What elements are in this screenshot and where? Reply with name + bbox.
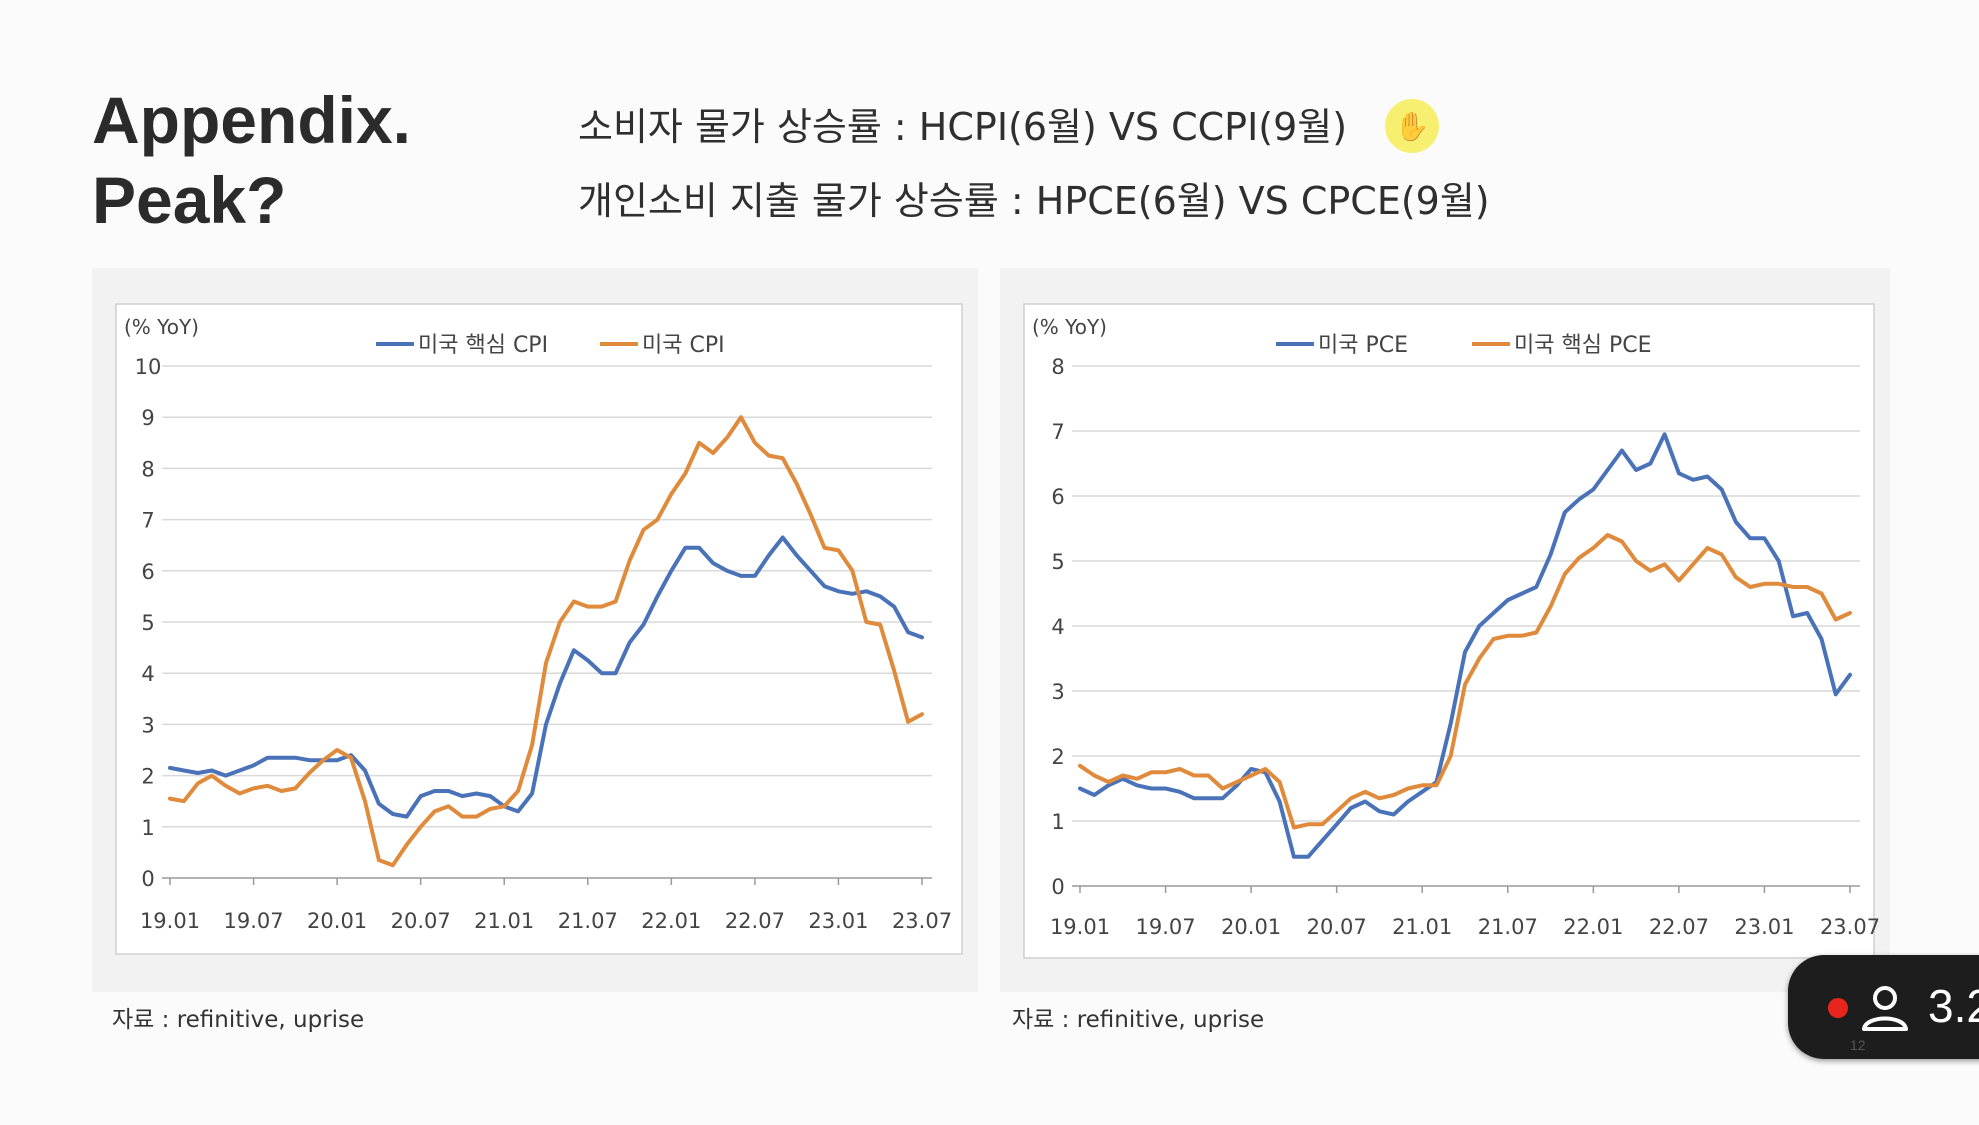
x-tick-label: 21.01 bbox=[1392, 915, 1452, 939]
page-number: 12 bbox=[1850, 1037, 1866, 1053]
y-tick-label: 10 bbox=[135, 355, 162, 379]
x-tick-label: 21.07 bbox=[558, 909, 618, 933]
y-tick-label: 2 bbox=[141, 765, 154, 789]
y-tick-label: 4 bbox=[141, 662, 154, 686]
series-line bbox=[1078, 533, 1852, 830]
subtitle-cpi: 소비자 물가 상승률 : HCPI(6월) VS CCPI(9월) bbox=[578, 105, 1348, 149]
x-tick-label: 21.07 bbox=[1478, 915, 1538, 939]
series-line bbox=[168, 535, 924, 819]
subtitle-pce: 개인소비 지출 물가 상승률 : HPCE(6월) VS CPCE(9월) bbox=[578, 179, 1490, 223]
record-dot-icon bbox=[1828, 998, 1848, 1018]
x-tick-label: 23.07 bbox=[892, 909, 952, 933]
series-line bbox=[168, 415, 924, 868]
x-tick-label: 22.07 bbox=[725, 909, 785, 933]
slide-title: Appendix. Peak? bbox=[92, 80, 411, 240]
y-tick-label: 5 bbox=[1051, 550, 1064, 574]
hand-cursor-icon: ✋ bbox=[1385, 99, 1439, 153]
participant-count: 3.2 bbox=[1928, 980, 1979, 1032]
x-tick-label: 20.01 bbox=[1221, 915, 1281, 939]
cpi-chart: 0 1 2 3 4 5 6 7 8 9 10 19.01 19.07 20.01 20.07 21.01 21.… bbox=[115, 303, 963, 955]
y-tick-label: 7 bbox=[141, 509, 154, 533]
x-tick-label: 23.07 bbox=[1820, 915, 1880, 939]
x-tick-label: 20.01 bbox=[307, 909, 367, 933]
x-tick-label: 22.01 bbox=[641, 909, 701, 933]
person-icon bbox=[1862, 986, 1908, 1031]
x-tick-label: 19.01 bbox=[140, 909, 200, 933]
x-tick-label: 23.01 bbox=[1734, 915, 1794, 939]
pce-chart: 0 1 2 3 4 5 6 7 8 19.01 19.07 20.01 20.07 21.01 21.07 2… bbox=[1023, 303, 1880, 959]
plot-frame bbox=[1023, 303, 1875, 959]
series-line bbox=[1078, 432, 1852, 859]
y-tick-label: 9 bbox=[141, 406, 154, 430]
legend-label: 미국 핵심 CPI bbox=[418, 333, 548, 358]
y-tick-label: 0 bbox=[1051, 875, 1064, 899]
y-tick-label: 6 bbox=[141, 560, 154, 584]
legend-label: 미국 핵심 PCE bbox=[1514, 333, 1651, 358]
plot-frame bbox=[115, 303, 963, 955]
legend-label: 미국 PCE bbox=[1318, 333, 1408, 358]
x-tick-label: 21.01 bbox=[474, 909, 534, 933]
y-tick-label: 7 bbox=[1051, 420, 1064, 444]
source-note-left: 자료 : refinitive, uprise bbox=[112, 1007, 365, 1033]
x-tick-label: 20.07 bbox=[391, 909, 451, 933]
x-tick-label: 23.01 bbox=[808, 909, 868, 933]
y-tick-label: 0 bbox=[141, 867, 154, 891]
slide-title-line2: Peak? bbox=[92, 163, 287, 237]
y-tick-label: 1 bbox=[1051, 810, 1064, 834]
y-tick-label: 8 bbox=[141, 457, 154, 481]
x-tick-label: 20.07 bbox=[1307, 915, 1367, 939]
y-tick-label: 3 bbox=[1051, 680, 1064, 704]
chart-panel-cpi: 0 1 2 3 4 5 6 7 8 9 10 19.01 19.07 20.01 20.07 21.01 21.… bbox=[92, 268, 978, 992]
source-note-right: 자료 : refinitive, uprise bbox=[1012, 1007, 1265, 1033]
y-tick-label: 2 bbox=[1051, 745, 1064, 769]
y-unit-label: (% YoY) bbox=[1032, 315, 1107, 339]
slide-title-line1: Appendix. bbox=[92, 83, 412, 157]
y-tick-label: 5 bbox=[141, 611, 154, 635]
y-unit-label: (% YoY) bbox=[124, 315, 199, 339]
x-tick-label: 19.07 bbox=[223, 909, 283, 933]
x-tick-label: 19.01 bbox=[1050, 915, 1110, 939]
recording-indicator[interactable]: 3.2 bbox=[1788, 955, 1979, 1059]
chart-panel-pce: 0 1 2 3 4 5 6 7 8 19.01 19.07 20.01 20.07 21.01 21.07 2… bbox=[1000, 268, 1890, 992]
x-tick-label: 19.07 bbox=[1135, 915, 1195, 939]
y-tick-label: 3 bbox=[141, 713, 154, 737]
x-tick-label: 22.01 bbox=[1563, 915, 1623, 939]
y-tick-label: 6 bbox=[1051, 485, 1064, 509]
y-tick-label: 1 bbox=[141, 816, 154, 840]
legend-label: 미국 CPI bbox=[642, 333, 725, 358]
y-tick-label: 4 bbox=[1051, 615, 1064, 639]
x-tick-label: 22.07 bbox=[1649, 915, 1709, 939]
y-tick-label: 8 bbox=[1051, 355, 1064, 379]
